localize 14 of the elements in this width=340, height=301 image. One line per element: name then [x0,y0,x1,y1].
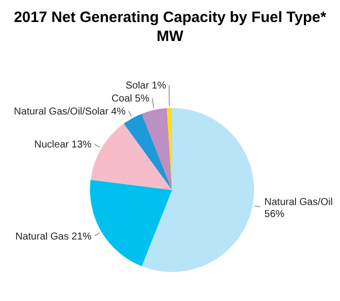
slice-label: Nuclear 13% [34,140,92,151]
data-label: 56% [264,208,285,220]
pie-slice [142,108,254,272]
slice-label: Natural Gas 21% [15,231,92,242]
slice-label: Coal 5% [112,94,150,105]
slice-label: Natural Gas/Oil [264,196,333,208]
slice-label: Natural Gas/Oil/Solar 4% [14,106,126,118]
pie-slice [124,114,172,190]
chart-title: 2017 Net Generating Capacity by Fuel Type* [14,9,326,26]
pie-slice [142,108,172,190]
slice-label: Solar 1% [126,80,166,92]
pie-slice [90,124,172,190]
pie-slice [90,180,172,266]
chart-subtitle: MW [156,28,184,45]
